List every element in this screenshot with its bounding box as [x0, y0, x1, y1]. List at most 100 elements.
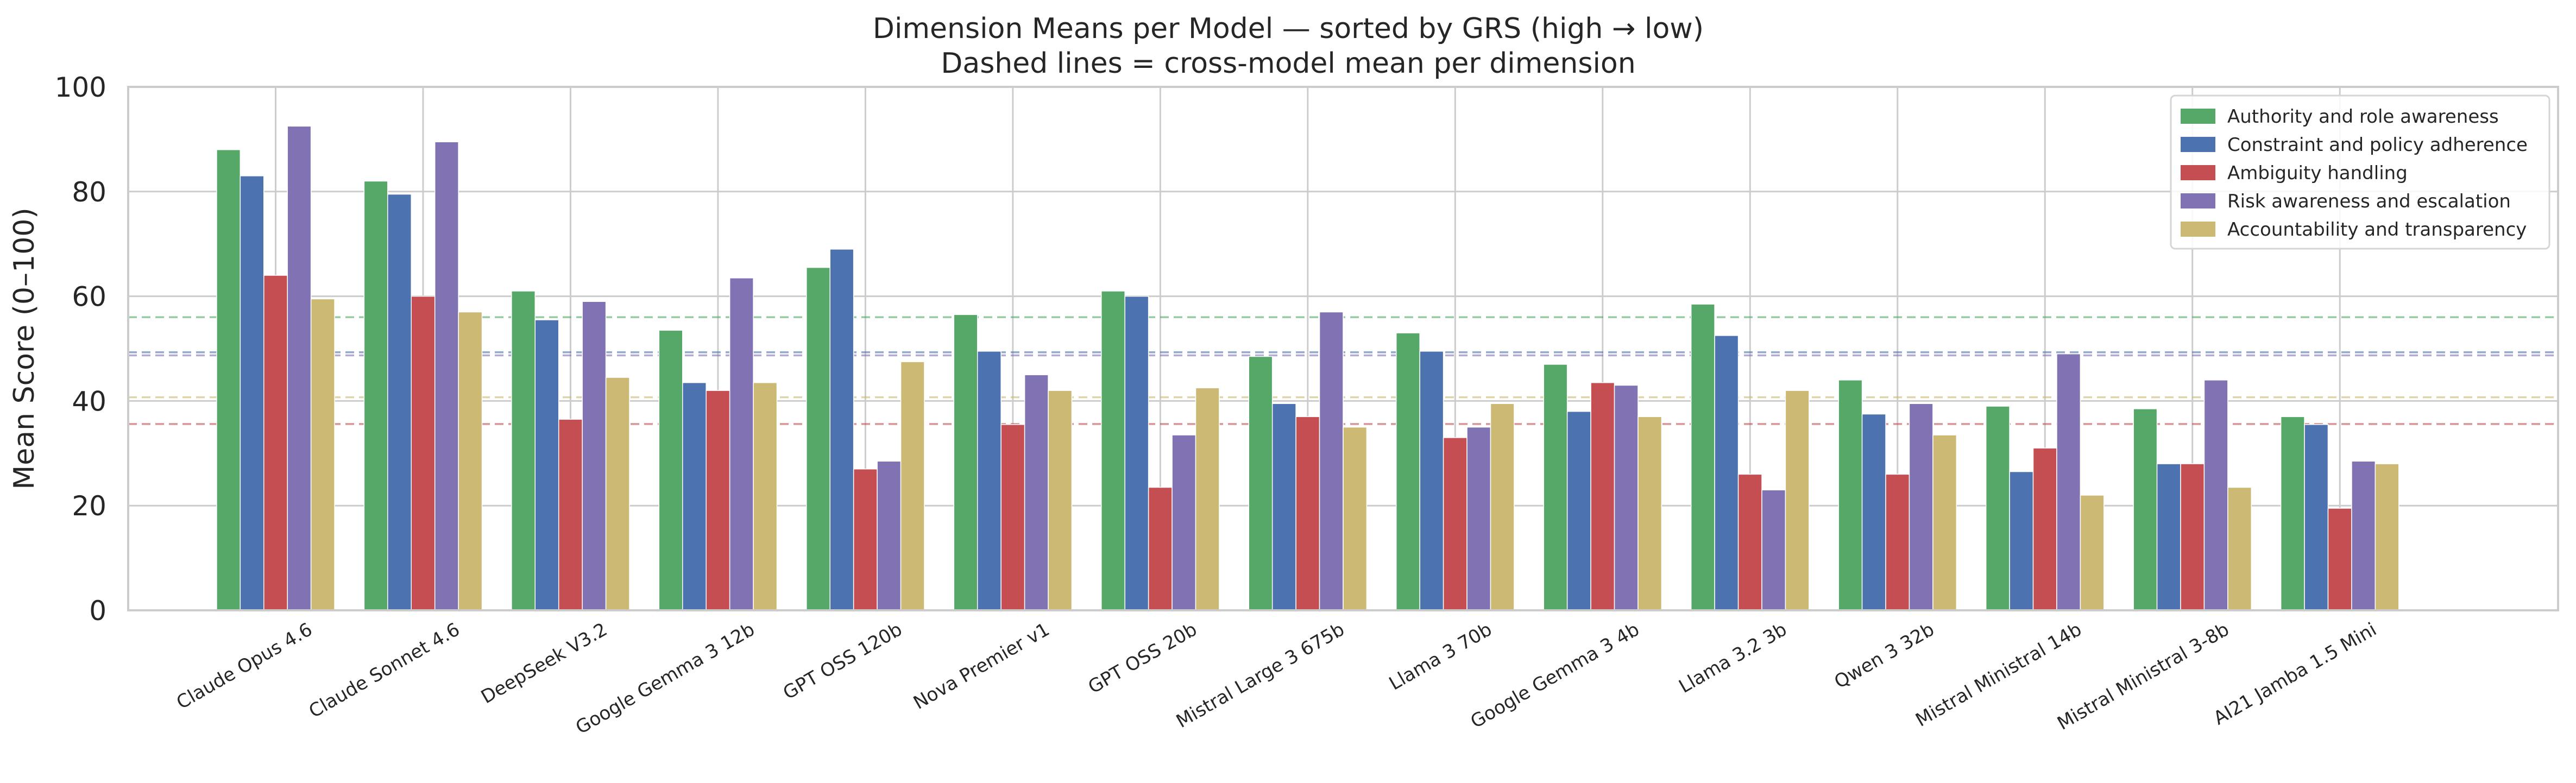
bar: [2203, 380, 2228, 611]
bar: [1590, 382, 1615, 611]
x-tick-label: Qwen 3 32b: [1831, 618, 1938, 693]
bar: [2156, 463, 2181, 611]
bar: [2009, 471, 2034, 611]
legend: Authority and role awareness Constraint a…: [2170, 94, 2550, 250]
bar: [287, 125, 312, 611]
bar: [1637, 416, 1662, 611]
bar: [853, 468, 878, 611]
bar: [2180, 463, 2205, 611]
bar: [1838, 380, 1863, 611]
bar: [1148, 487, 1173, 611]
bar: [753, 382, 778, 611]
legend-label: Ambiguity handling: [2227, 162, 2408, 184]
bar: [511, 291, 536, 611]
chart-title: Dimension Means per Model — sorted by GR…: [873, 12, 1704, 45]
bar: [658, 330, 683, 611]
bar: [706, 390, 730, 611]
bar: [1101, 291, 1125, 611]
bar: [2351, 460, 2376, 611]
bar: [1443, 437, 1467, 611]
bar: [1861, 413, 1886, 611]
bar: [1271, 403, 1296, 611]
bar: [729, 277, 754, 611]
legend-swatch: [2181, 222, 2215, 237]
bar: [977, 351, 1002, 611]
bar: [310, 298, 335, 611]
bar: [1909, 403, 1933, 611]
bar: [953, 314, 978, 611]
y-axis-label: Mean Score (0–100): [8, 207, 41, 489]
bar: [682, 382, 707, 611]
bar: [1195, 387, 1220, 611]
y-tick-label: 0: [89, 595, 106, 627]
bar: [1785, 390, 1810, 611]
bar: [1885, 473, 1910, 611]
bar: [558, 419, 583, 611]
bar: [1419, 351, 1444, 611]
legend-label: Authority and role awareness: [2227, 106, 2499, 128]
x-tick-label: DeepSeek V3.2: [477, 618, 611, 708]
plot-frame: [127, 86, 2559, 611]
legend-swatch: [2181, 165, 2215, 180]
x-tick-label: Claude Opus 4.6: [173, 618, 316, 713]
bar: [1172, 434, 1196, 611]
bar: [534, 319, 559, 611]
legend-swatch: [2181, 137, 2215, 152]
bar: [2327, 508, 2352, 611]
bar: [1343, 426, 1368, 611]
bar: [605, 377, 630, 611]
x-tick-label: GPT OSS 120b: [779, 618, 906, 704]
bar: [582, 301, 607, 611]
bar: [1048, 390, 1073, 611]
bar: [1614, 384, 1639, 611]
legend-label: Constraint and policy adherence: [2227, 134, 2528, 156]
legend-label: Risk awareness and escalation: [2227, 191, 2511, 212]
y-tick-label: 60: [72, 281, 106, 313]
y-tick-labels: 0 20 40 60 80 100: [55, 72, 106, 627]
bar: [1248, 356, 1273, 611]
bar: [411, 295, 436, 611]
bar: [1761, 489, 1786, 611]
bar: [2056, 353, 2081, 611]
bar: [1024, 374, 1049, 611]
legend-box: [2170, 94, 2550, 250]
bar: [1466, 426, 1491, 611]
bar: [829, 249, 854, 611]
bar: [1932, 434, 1957, 611]
bar: [1543, 364, 1568, 611]
bar: [1714, 335, 1739, 611]
bar: [2227, 487, 2252, 611]
x-tick-label: Llama 3 70b: [1385, 618, 1496, 694]
bar: [900, 361, 925, 611]
bar: [216, 149, 241, 611]
bar: [1000, 424, 1025, 611]
bar: [806, 267, 830, 611]
x-tick-label: Llama 3.2 3b: [1675, 618, 1790, 698]
y-tick-label: 40: [72, 386, 106, 417]
bar: [1295, 416, 1320, 611]
bar: [387, 193, 412, 611]
bar: [1319, 311, 1344, 611]
x-tick-label: GPT OSS 20b: [1085, 618, 1201, 698]
bar: [240, 175, 264, 611]
bar: [1395, 332, 1420, 611]
bar: [263, 275, 288, 611]
bar: [1566, 411, 1591, 611]
bar: [1985, 406, 2010, 611]
bar: [877, 460, 902, 611]
y-tick-label: 100: [55, 72, 106, 103]
bar: [363, 180, 388, 611]
y-tick-label: 80: [72, 176, 106, 208]
bar: [2304, 424, 2329, 611]
bar: [2280, 416, 2305, 611]
legend-label: Accountability and transparency: [2227, 219, 2527, 241]
chart-subtitle: Dashed lines = cross-model mean per dime…: [941, 47, 1635, 80]
x-tick-label: Nova Premier v1: [910, 618, 1053, 714]
x-tick-label: Claude Sonnet 4.6: [305, 618, 463, 722]
bar: [2080, 495, 2105, 611]
legend-swatch: [2181, 109, 2215, 124]
bar: [434, 141, 459, 611]
bar: [1690, 304, 1715, 611]
